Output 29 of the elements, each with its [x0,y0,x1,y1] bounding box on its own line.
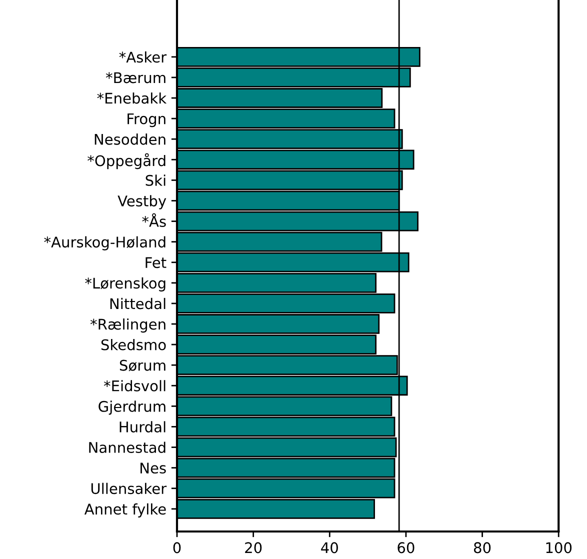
y-tick-label: Ski [146,174,166,186]
y-tick-label: *Asker [119,51,167,63]
x-tick-label: 0 [173,542,181,554]
y-tick-label: Ullensaker [91,482,167,494]
y-tick-label: Fet [146,257,166,268]
y-tick-label: Skedsmo [101,339,166,350]
y-tick-label: *Eidsvoll [104,380,166,392]
x-tick-label: 20 [245,542,262,554]
y-tick-label: Vestby [118,195,166,210]
y-tick-label: Nes [140,462,166,474]
y-tick-label: Annet fylke [84,503,166,518]
y-tick-label: Frogn [128,113,166,128]
y-tick-label: Nannestad [89,442,166,454]
y-tick-label: *Enebakk [97,92,167,104]
y-tick-label: *Oppegård [88,153,166,170]
y-tick-label: *Ås [142,213,166,228]
x-tick-label: 100 [546,542,572,554]
y-tick-label: *Bærum [106,72,166,84]
y-tick-label: *Lørenskog [85,277,166,292]
x-tick-label: 40 [321,542,338,554]
y-tick-label: Gjerdrum [98,400,166,415]
y-tick-label: *Rælingen [90,318,166,333]
y-tick-label: *Aurskog-Høland [44,236,166,250]
x-tick-label: 60 [398,542,414,554]
y-tick-label: Nesodden [94,134,166,145]
y-tick-label: Hurdal [120,421,166,432]
y-tick-label: Sørum [120,360,166,372]
y-tick-label: Nittedal [110,298,166,310]
x-tick-label: 80 [474,542,491,554]
